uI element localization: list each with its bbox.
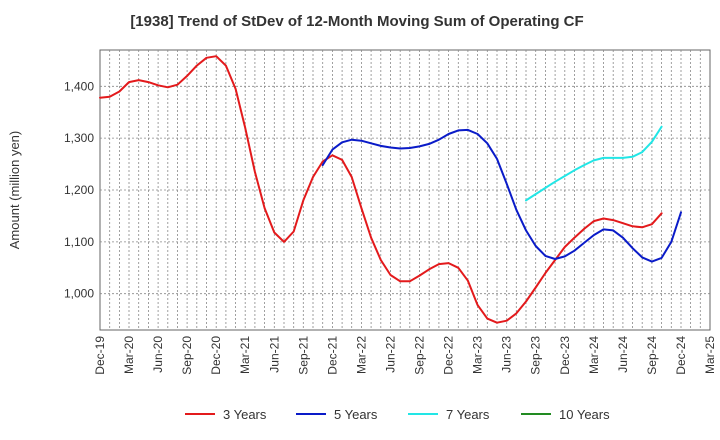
- x-tick-label: Sep-21: [296, 336, 310, 375]
- y-tick-label: 1,000: [64, 287, 94, 301]
- x-tick-label: Mar-20: [122, 336, 136, 374]
- x-tick-label: Sep-23: [529, 336, 543, 375]
- x-tick-label: Jun-24: [616, 336, 630, 373]
- x-tick-label: Dec-23: [558, 336, 572, 375]
- x-tick-label: Sep-24: [645, 336, 659, 375]
- x-tick-label: Mar-22: [354, 336, 368, 374]
- x-tick-label: Mar-25: [703, 336, 717, 374]
- x-tick-label: Sep-20: [180, 336, 194, 375]
- legend-label: 10 Years: [559, 407, 610, 422]
- x-tick-label: Jun-21: [267, 336, 281, 373]
- x-tick-label: Dec-21: [325, 336, 339, 375]
- x-tick-label: Jun-20: [151, 336, 165, 373]
- y-axis-label: Amount (million yen): [7, 131, 22, 250]
- x-tick-label: Dec-19: [93, 336, 107, 375]
- legend: 3 Years 5 Years 7 Years 10 Years: [185, 407, 610, 422]
- x-tick-label: Mar-21: [238, 336, 252, 374]
- grid-layer: [100, 50, 710, 330]
- chart-title: [1938] Trend of StDev of 12-Month Moving…: [130, 13, 583, 30]
- x-tick-label: Jun-23: [500, 336, 514, 373]
- x-tick-label: Dec-22: [442, 336, 456, 375]
- series-line-7-years: [525, 125, 663, 202]
- x-tick-label: Sep-22: [413, 336, 427, 375]
- x-tick-label: Jun-22: [384, 336, 398, 373]
- x-tick-label: Mar-24: [587, 336, 601, 374]
- y-tick-label: 1,100: [64, 235, 94, 249]
- y-tick-label: 1,200: [64, 183, 94, 197]
- series-line-3-years: [99, 55, 663, 324]
- series-layer: [99, 55, 682, 324]
- y-tick-label: 1,300: [64, 131, 94, 145]
- x-axis: Dec-19 Mar-20 Jun-20 Sep-20 Dec-20 Mar-21 Jun-…: [93, 336, 717, 375]
- x-tick-label: Dec-24: [674, 336, 688, 375]
- legend-label: 3 Years: [223, 407, 267, 422]
- legend-label: 7 Years: [446, 407, 490, 422]
- y-axis: 1,000 1,100 1,200 1,300 1,400: [64, 79, 94, 300]
- series-line-5-years: [321, 128, 682, 263]
- x-tick-label: Dec-20: [209, 336, 223, 375]
- legend-label: 5 Years: [334, 407, 378, 422]
- x-tick-label: Mar-23: [471, 336, 485, 374]
- y-tick-label: 1,400: [64, 79, 94, 93]
